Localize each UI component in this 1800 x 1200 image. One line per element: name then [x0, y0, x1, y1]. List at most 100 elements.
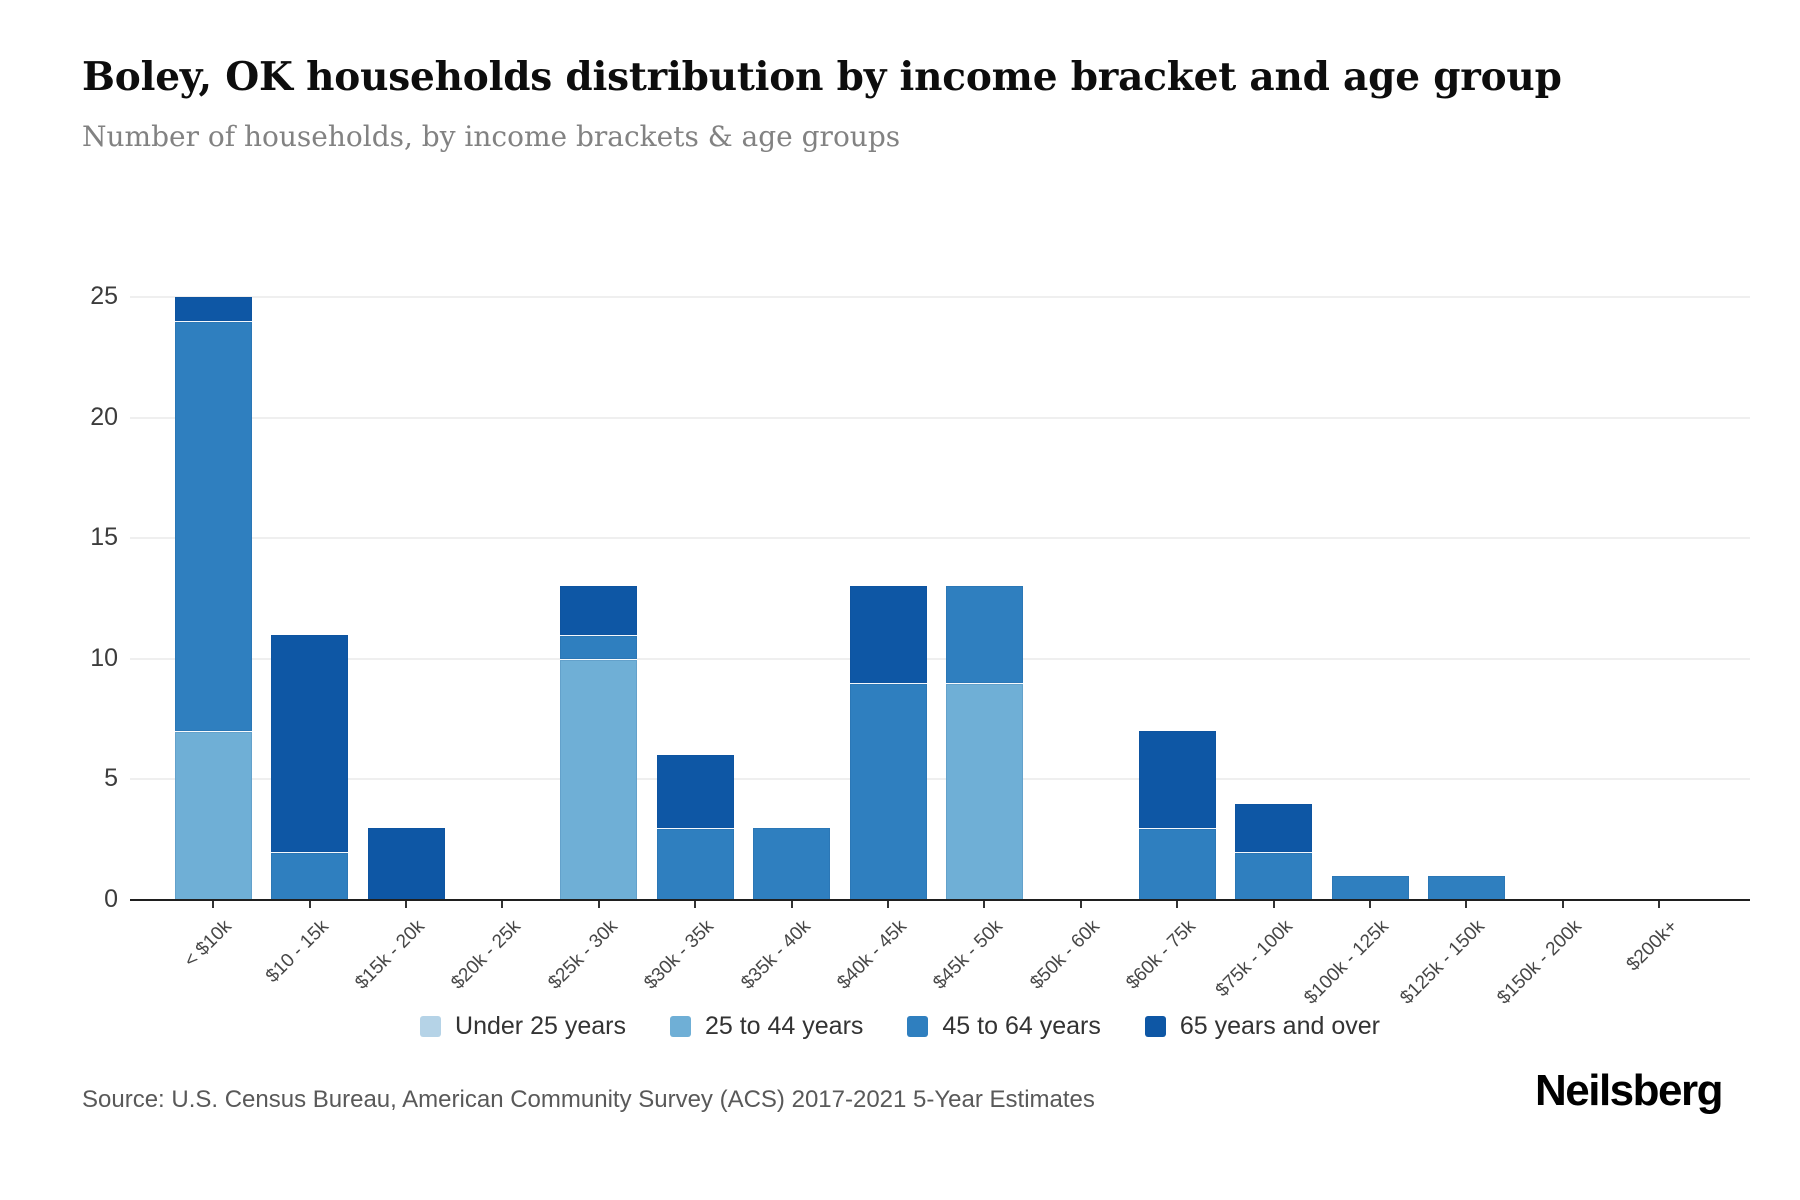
bar-200k [1621, 297, 1698, 900]
legend-swatch-icon [907, 1016, 929, 1037]
bar-segment[interactable] [560, 634, 638, 659]
legend-label: 45 to 64 years [942, 1012, 1101, 1040]
y-axis-label: 25 [90, 282, 118, 310]
bar-segment[interactable] [271, 634, 349, 852]
bar-segment[interactable] [367, 827, 445, 900]
x-axis-label: $60k - 75k [1122, 916, 1201, 994]
bar-segment[interactable] [174, 321, 252, 732]
legend-label: 65 years and over [1179, 1012, 1380, 1040]
x-axis-label: $200k+ [1622, 916, 1683, 976]
x-axis-tick [1176, 901, 1179, 908]
bar-segment[interactable] [174, 731, 252, 900]
y-gridline [130, 657, 1750, 660]
chart-subtitle: Number of households, by income brackets… [82, 120, 901, 153]
x-axis-label: $50k - 60k [1026, 916, 1104, 994]
bar-segment[interactable] [849, 682, 927, 900]
x-axis-label: $10 - 15k [261, 916, 333, 987]
bar-10k [174, 297, 252, 900]
x-axis-tick [597, 901, 600, 908]
bar-25k-30k [560, 297, 638, 900]
bar-35k-40k [753, 297, 831, 900]
x-axis-line [130, 899, 1750, 901]
y-axis-label: 5 [104, 764, 118, 793]
y-axis-label: 10 [90, 643, 118, 672]
y-axis-label: 15 [90, 523, 118, 552]
bar-50k-60k [1042, 297, 1119, 900]
bar-segment[interactable] [753, 827, 831, 900]
source-text: Source: U.S. Census Bureau, American Com… [82, 1086, 1095, 1113]
x-axis-label: $20k - 25k [447, 916, 526, 994]
bar-segment[interactable] [560, 658, 638, 900]
legend-swatch-icon [1144, 1016, 1166, 1037]
bar-segment[interactable] [849, 586, 927, 683]
bar-segment[interactable] [271, 851, 349, 900]
bar-45k-50k [945, 297, 1023, 900]
x-axis-label: $45k - 50k [929, 916, 1008, 994]
bar-15k-20k [367, 297, 445, 900]
bar-75k-100k [1235, 297, 1313, 900]
x-axis-label: < $10k [180, 916, 237, 972]
bar-40k-45k [849, 297, 927, 900]
bar-segment[interactable] [1138, 731, 1216, 828]
bar-segment[interactable] [1138, 827, 1216, 900]
bar-segment[interactable] [945, 586, 1023, 683]
x-axis-tick [1272, 901, 1275, 908]
x-axis-tick [405, 901, 407, 908]
brand-logo: Neilsberg [1534, 1066, 1724, 1115]
x-axis-label: $40k - 45k [833, 916, 911, 994]
legend-swatch-icon [420, 1016, 442, 1037]
legend-item[interactable]: 45 to 64 years [907, 1012, 1101, 1041]
legend: Under 25 years 25 to 44 years 45 to 64 yea… [0, 1012, 1800, 1041]
bar-30k-35k [656, 297, 734, 900]
bar-segment[interactable] [945, 682, 1023, 900]
y-gridline [130, 416, 1750, 419]
legend-item[interactable]: 25 to 44 years [669, 1012, 864, 1041]
bar-segment[interactable] [174, 297, 252, 322]
x-axis-tick [887, 901, 889, 908]
bar-segment[interactable] [656, 755, 734, 828]
bar-segment[interactable] [1427, 875, 1505, 900]
y-gridline [130, 296, 1750, 298]
x-axis-tick [1658, 901, 1661, 908]
bar-100k-125k [1331, 297, 1409, 900]
x-axis-tick [983, 901, 986, 908]
y-axis-label: 20 [90, 402, 118, 431]
x-axis-tick [1465, 901, 1468, 908]
legend-label: 25 to 44 years [704, 1012, 864, 1040]
x-axis-label: $30k - 35k [640, 916, 719, 994]
legend-swatch-icon [669, 1016, 691, 1037]
bar-125k-150k [1427, 297, 1505, 900]
bar-segment[interactable] [1235, 803, 1313, 852]
bar-segment[interactable] [1331, 875, 1409, 900]
x-axis-label: $15k - 20k [351, 916, 429, 994]
chart-title: Boley, OK households distribution by inc… [82, 54, 1562, 100]
x-axis-label: $100k - 125k [1300, 916, 1393, 1009]
x-axis-tick [308, 901, 311, 908]
legend-label: Under 25 years [455, 1012, 626, 1040]
x-axis-tick [212, 901, 215, 908]
x-axis-label: $75k - 100k [1211, 916, 1297, 1002]
x-axis-tick [790, 901, 793, 908]
x-axis-label: $150k - 200k [1493, 916, 1586, 1009]
y-gridline [130, 778, 1750, 781]
bar-150k-200k [1524, 297, 1601, 900]
legend-item[interactable]: 65 years and over [1144, 1012, 1380, 1041]
x-axis-tick [501, 901, 504, 908]
x-axis-tick [1561, 901, 1564, 908]
bar-segment[interactable] [560, 586, 638, 635]
x-axis-label: $125k - 150k [1396, 916, 1490, 1009]
x-axis-tick [1369, 901, 1371, 908]
x-axis-tick [694, 901, 697, 908]
bar-segment[interactable] [656, 827, 734, 900]
bar-10-15k [271, 297, 349, 900]
x-axis-tick [1079, 901, 1082, 908]
y-axis-label: 0 [104, 885, 118, 913]
x-axis-label: $35k - 40k [736, 916, 815, 994]
legend-item[interactable]: Under 25 years [420, 1012, 626, 1041]
bar-60k-75k [1138, 297, 1216, 900]
bar-20k-25k [464, 297, 541, 900]
bar-segment[interactable] [1235, 851, 1313, 900]
x-axis-label: $25k - 30k [544, 916, 622, 994]
y-gridline [130, 537, 1750, 540]
